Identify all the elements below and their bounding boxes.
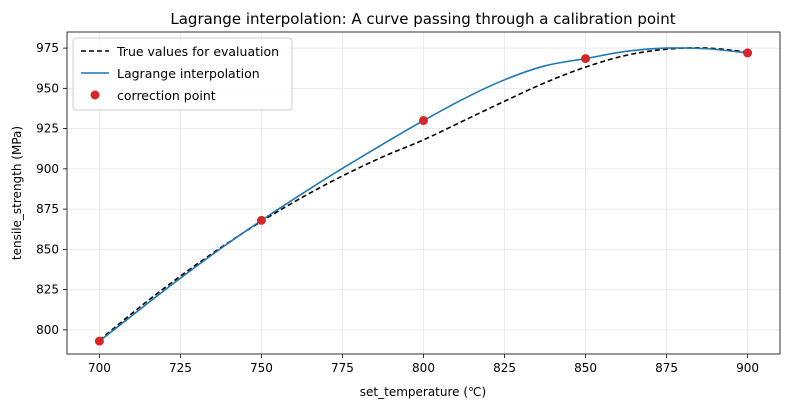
y-tick-label: 875: [36, 202, 59, 216]
series-layer: [94, 47, 753, 346]
x-tick-label: 750: [250, 361, 273, 375]
x-tick-label: 825: [493, 361, 516, 375]
legend-box: [72, 37, 293, 111]
y-tick-label: 975: [36, 41, 59, 55]
x-axis-ticks: 700 725 750 775 800 825 850 875 900: [88, 354, 759, 375]
legend-correction-point-label: correction point: [117, 88, 216, 103]
legend-true-values-label: True values for evaluation: [116, 44, 279, 59]
legend: True values for evaluation Lagrange inte…: [72, 37, 293, 111]
x-tick-label: 700: [88, 361, 111, 375]
x-tick-label: 875: [655, 361, 678, 375]
y-tick-label: 825: [36, 283, 59, 297]
legend-lagrange-label: Lagrange interpolation: [117, 66, 260, 81]
y-tick-label: 800: [36, 323, 59, 337]
correction-point-marker: [419, 116, 428, 126]
x-tick-label: 800: [412, 361, 435, 375]
x-tick-label: 725: [169, 361, 192, 375]
correction-point-marker: [94, 336, 104, 346]
correction-point-marker: [256, 215, 266, 225]
x-axis-label: set_temperature (℃): [360, 385, 486, 399]
chart-title: Lagrange interpolation: A curve passing …: [170, 10, 675, 28]
x-tick-label: 900: [736, 361, 759, 375]
y-tick-label: 900: [36, 162, 59, 176]
y-tick-label: 950: [36, 81, 59, 95]
x-tick-label: 775: [331, 361, 354, 375]
y-tick-label: 925: [36, 122, 59, 136]
y-axis-label: tensile_strength (MPa): [10, 126, 24, 260]
x-tick-label: 850: [574, 361, 597, 375]
y-axis-ticks: 800 825 850 875 900 925 950 975: [36, 41, 67, 337]
correction-point-marker: [581, 54, 591, 64]
true-values-line: [98, 47, 748, 341]
legend-correction-point-swatch: [90, 90, 100, 100]
y-tick-label: 850: [36, 242, 59, 256]
correction-point-marker: [743, 48, 753, 58]
